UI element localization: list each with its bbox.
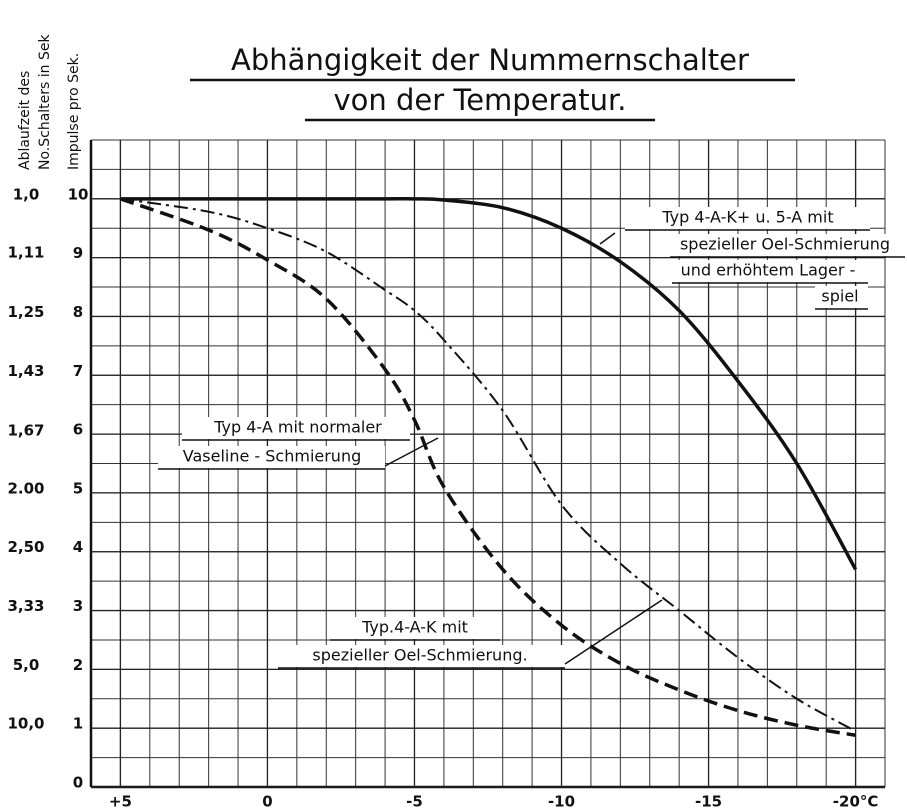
y2-tick-label: 1,0 [13, 185, 40, 203]
y-tick-label: 2 [73, 656, 83, 674]
y-tick-label: 10 [68, 185, 89, 203]
y2-tick-label: 1,67 [7, 421, 44, 439]
annotation-bg [815, 286, 868, 308]
y2-tick-label: 2,50 [7, 538, 44, 556]
y2-tick-label: 1,43 [7, 362, 44, 380]
x-tick-label: -10 [548, 793, 575, 811]
annotation: Vaseline - Schmierung [183, 447, 362, 466]
y2-tick-label: 1,25 [7, 303, 44, 321]
y-tick-label: 6 [73, 421, 83, 439]
x-tick-label: -15 [695, 793, 722, 811]
annotation-bg [158, 446, 385, 468]
annotation: Typ.4-A-K mit [361, 618, 468, 637]
y-tick-label: 9 [73, 244, 83, 262]
annotation-bg [670, 234, 905, 256]
annotation: spezieller Oel-Schmierung [680, 235, 890, 254]
annotation: Typ 4-A mit normaler [213, 418, 382, 437]
leader-line [599, 232, 616, 245]
annotation: spezieller Oel-Schmierung. [312, 646, 527, 665]
y-tick-label: 0 [73, 774, 83, 792]
y-tick-label: 4 [73, 538, 83, 556]
y-tick-label: 1 [73, 715, 83, 733]
x-tick-label: -5 [406, 793, 423, 811]
leader-line [384, 437, 439, 467]
y-tick-label: 3 [73, 597, 83, 615]
series-line [120, 196, 858, 571]
x-tick-label: 0 [262, 793, 272, 811]
series-line [119, 197, 856, 737]
y-tick-label: 7 [73, 362, 83, 380]
annotation: spiel [821, 287, 858, 306]
series-line [120, 197, 857, 732]
title-line: Abhängigkeit der Nummernschalter [231, 43, 749, 77]
y2-tick-label: 2.00 [7, 479, 44, 497]
x-tick-label: +5 [109, 793, 132, 811]
annotation-bg [330, 617, 500, 639]
x-tick-label: -20°C [833, 793, 879, 811]
y2-axis-label: Impulse pro Sek. [66, 53, 82, 170]
y-axis-label: No.Schalters in Sek [37, 34, 53, 170]
annotation-bg [278, 645, 565, 667]
y2-tick-label: 10,0 [7, 715, 44, 733]
y2-tick-label: 1,11 [7, 244, 44, 262]
y2-tick-label: 3,33 [7, 597, 44, 615]
y-tick-label: 8 [73, 303, 83, 321]
title-line: von der Temperatur. [334, 83, 627, 117]
y-tick-label: 5 [73, 479, 83, 497]
y-axis-label: Ablaufzeit des [17, 71, 33, 170]
annotation-bg [672, 260, 868, 282]
annotation: und erhöhtem Lager - [681, 261, 856, 280]
leader-line [564, 599, 663, 665]
annotation-bg [182, 417, 410, 439]
y2-tick-label: 5,0 [13, 656, 40, 674]
annotation-bg [625, 207, 870, 229]
annotation: Typ 4-A-K+ u. 5-A mit [661, 208, 833, 227]
